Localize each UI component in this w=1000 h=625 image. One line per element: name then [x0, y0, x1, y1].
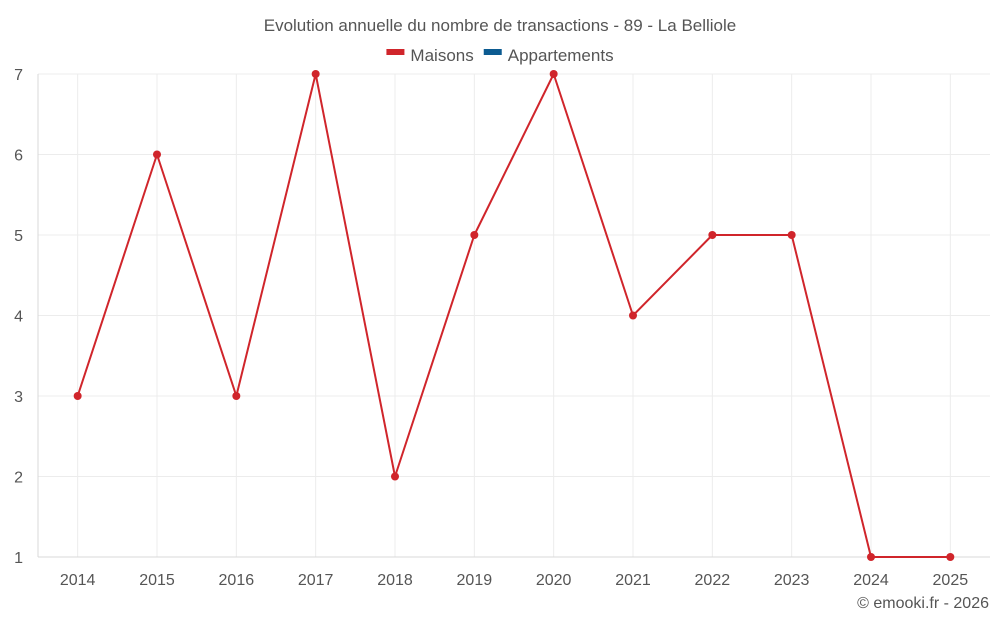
legend-item-appartements[interactable]: Appartements [483, 46, 614, 65]
y-tick-label: 4 [14, 309, 23, 326]
x-tick-label: 2025 [933, 572, 969, 589]
x-tick-label: 2017 [298, 572, 334, 589]
y-tick-label: 2 [14, 470, 23, 487]
x-axis: 2014 2015 2016 2017 2018 2019 2020 2021 2022 2023… [38, 556, 990, 589]
legend-swatch-maisons [386, 49, 405, 55]
chart-title: Evolution annuelle du nombre de transact… [264, 16, 737, 35]
y-tick-label: 6 [14, 148, 23, 165]
data-point [311, 70, 320, 78]
credit-text: © emooki.fr - 2026 [857, 595, 989, 612]
series-maisons [73, 70, 955, 561]
x-tick-label: 2022 [695, 572, 731, 589]
y-axis: 1 2 3 4 5 6 7 [14, 67, 39, 567]
x-tick-label: 2014 [60, 572, 96, 589]
data-point [708, 231, 717, 239]
y-tick-label: 7 [14, 67, 23, 84]
x-tick-label: 2020 [536, 572, 572, 589]
x-tick-label: 2024 [853, 572, 889, 589]
x-tick-label: 2016 [219, 572, 255, 589]
data-point [867, 553, 875, 561]
x-tick-label: 2023 [774, 572, 810, 589]
data-point [946, 553, 955, 561]
data-point [232, 392, 241, 400]
legend: Maisons Appartements [386, 46, 614, 65]
data-point [391, 472, 399, 481]
grid [38, 73, 990, 557]
y-tick-label: 3 [14, 389, 23, 406]
legend-label-appartements: Appartements [508, 46, 614, 65]
data-point [470, 231, 479, 239]
data-point [153, 150, 161, 159]
data-point [73, 392, 82, 400]
x-tick-label: 2019 [457, 572, 493, 589]
data-point [549, 70, 558, 78]
data-point [629, 311, 637, 320]
series-line-maisons [76, 73, 951, 558]
y-tick-label: 1 [14, 550, 23, 567]
x-tick-label: 2021 [615, 572, 651, 589]
legend-swatch-appartements [483, 49, 502, 55]
legend-label-maisons: Maisons [410, 46, 473, 65]
x-tick-label: 2018 [377, 572, 413, 589]
data-point [787, 231, 796, 239]
x-tick-label: 2015 [139, 572, 175, 589]
y-tick-label: 5 [14, 228, 23, 245]
legend-item-maisons[interactable]: Maisons [386, 46, 474, 65]
